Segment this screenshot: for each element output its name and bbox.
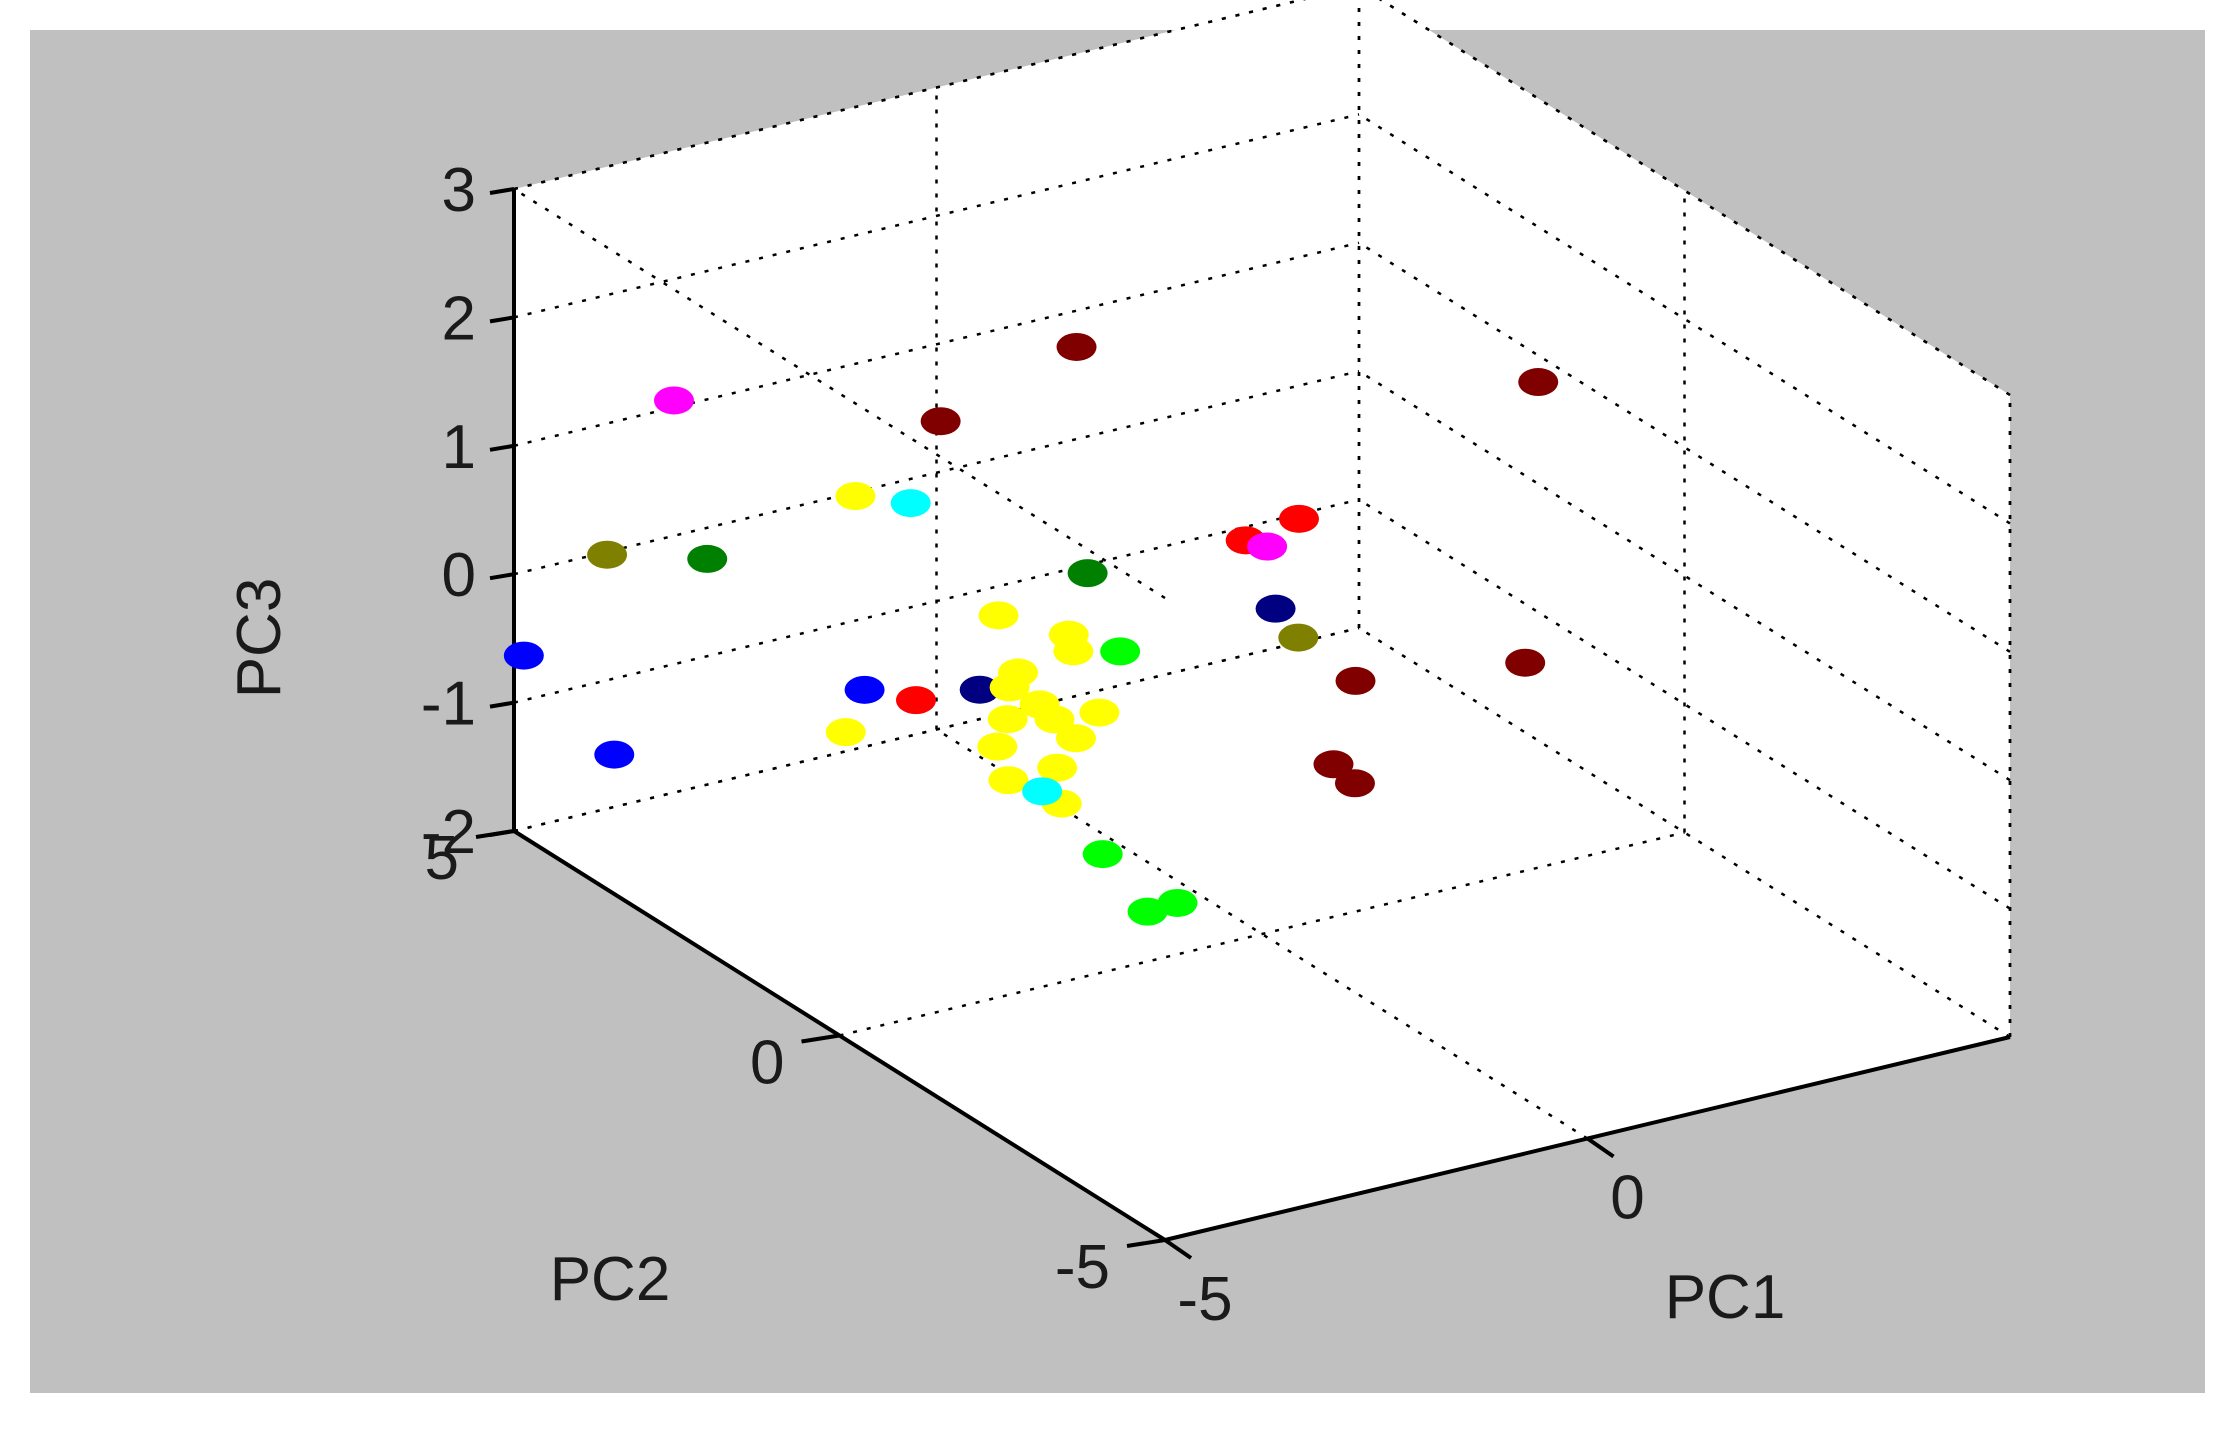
z-tick [489,572,515,581]
scatter-point [1518,368,1559,397]
z-tick-label: 0 [442,541,476,610]
scatter-point [1157,888,1198,917]
z-tick [489,187,515,195]
x-tick-label: -5 [1177,1265,1232,1334]
y-tick-label: 0 [750,1029,784,1098]
side-wall-grid-line [1358,113,2011,525]
z-tick-label: 2 [442,284,476,353]
scatter-point [653,386,694,415]
scatter-point [1055,724,1096,753]
side-wall-grid-line [1358,370,2011,782]
scatter-point [890,489,931,518]
scatter-point [1048,620,1089,649]
box-edge [513,187,1166,600]
scatter-point [978,601,1019,630]
back-wall-grid-line [513,626,1360,833]
scatter-point [959,675,1000,704]
scatter-point [1335,666,1376,695]
scatter-point [594,740,635,769]
z-tick [489,443,515,452]
x-tick-label: 0 [1610,1164,1644,1233]
scatter-point [1505,648,1546,677]
box-edge [1378,0,2011,397]
floor-grid-line [839,831,1685,1037]
z-tick [489,700,515,709]
scatter-point [895,686,936,715]
z-axis-label: PC3 [225,578,294,699]
box-edge [513,0,1307,191]
scatter-point [1247,532,1288,561]
scatter-point [1255,594,1296,623]
scatter-point [687,544,728,573]
scatter-point [1034,705,1075,734]
scatter-point [1067,559,1108,588]
z-tick-label: -2 [421,798,476,867]
scatter-point [1278,504,1319,533]
back-wall-grid-line [513,498,1360,704]
scatter-point [1079,698,1120,727]
scatter-point [503,641,544,670]
z-tick-label: -1 [421,670,476,739]
scatter-point [988,766,1029,795]
back-wall-grid-line [513,241,1360,448]
y-tick [801,1033,840,1044]
y-axis-label: PC2 [550,1245,671,1314]
scatter-point [844,675,885,704]
y-tick-label: -5 [1055,1233,1110,1302]
scatter-point [1037,753,1078,782]
scatter-point [1127,897,1168,926]
scatter-point [1056,332,1097,361]
scatter-point [835,482,876,511]
scatter-point [1022,777,1063,806]
y-tick [475,829,515,839]
scatter-point [1334,769,1375,798]
scatter-point [1278,623,1319,652]
axis-labels-group: PC1 PC2 PC3 [225,578,1785,1332]
side-wall-grid-line [1358,626,2011,1039]
y-tick [1126,1238,1166,1248]
side-wall-grid-line [1358,241,2011,653]
scatter-point [977,732,1018,761]
scatter-point [987,705,1028,734]
z-tick-label: 1 [442,413,476,482]
x-tick [1586,1136,1615,1159]
side-wall-pane [1359,0,2010,1037]
back-wall-grid-line [513,113,1360,319]
x-tick [1163,1238,1193,1260]
z-tick-label: 3 [442,156,476,225]
z-tick [489,315,515,324]
scatter-points [503,332,1559,926]
scatter-point [1100,637,1141,666]
side-wall-grid-line [1358,498,2011,910]
scatter-point [825,718,866,747]
scatter-point [1313,750,1354,779]
y-tick-label: 5 [425,824,459,893]
x-axis-label: PC1 [1665,1263,1786,1332]
axes-3d: -2 -1 0 1 2 3 -5 0 5 -5 0 [421,0,2012,1334]
scatter-point [989,673,1030,702]
scatter-point [587,540,628,569]
back-wall-grid-line [513,369,1360,576]
floor-grid-line [935,728,1589,1140]
scatter-point [1082,840,1123,869]
scatter-point [920,407,961,436]
